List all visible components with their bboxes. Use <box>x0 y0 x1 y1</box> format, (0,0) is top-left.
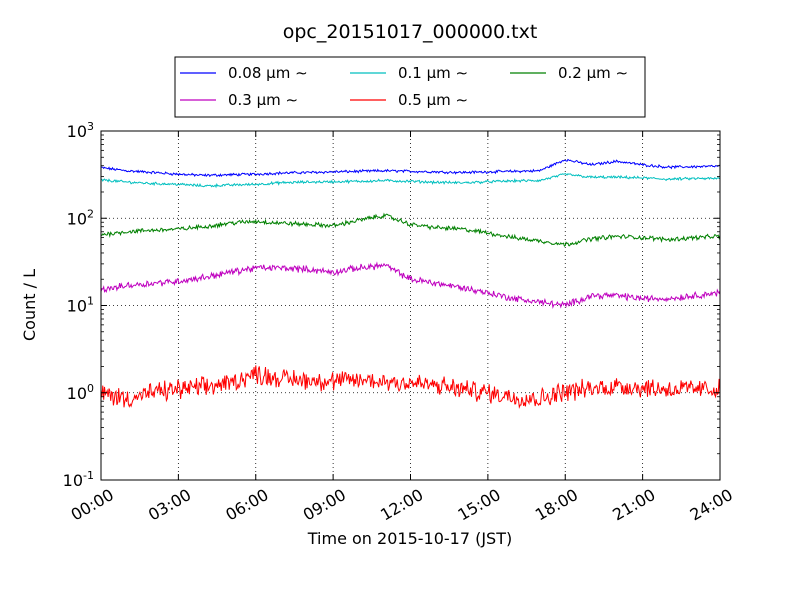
x-tick-label: 21:00 <box>609 485 658 525</box>
legend-label-0: 0.08 μm ∼ <box>228 64 308 82</box>
legend: 0.08 μm ∼ 0.1 μm ∼ 0.2 μm ∼ 0.3 μm ∼ 0.5 μm … <box>174 56 646 118</box>
x-tick-label: 24:00 <box>687 485 736 525</box>
y-tick-label: 100 <box>67 382 94 403</box>
series-line-3 <box>101 261 720 310</box>
legend-label-4: 0.5 μm ∼ <box>398 91 468 109</box>
legend-label-2: 0.2 μm ∼ <box>558 64 628 82</box>
x-tick-label: 06:00 <box>222 485 271 525</box>
series-line-4 <box>101 365 720 410</box>
x-tick-label: 12:00 <box>377 485 426 525</box>
y-tick-label: 103 <box>67 120 94 141</box>
y-tick-label: 101 <box>67 295 94 316</box>
x-tick-label: 09:00 <box>300 485 349 525</box>
y-tick-label: 102 <box>67 207 94 228</box>
grid <box>101 131 720 480</box>
x-axis-label: Time on 2015-10-17 (JST) <box>307 529 512 548</box>
legend-label-1: 0.1 μm ∼ <box>398 64 468 82</box>
series-lines <box>101 158 720 410</box>
chart-title: opc_20151017_000000.txt <box>283 21 538 43</box>
x-tick-labels: 00:00 03:00 06:00 09:00 12:00 15:00 18:00 21:00… <box>68 485 736 525</box>
series-line-0 <box>101 158 720 178</box>
y-tick-labels: 10-1 100 101 102 103 <box>63 120 94 490</box>
y-tick-label: 10-1 <box>63 469 94 490</box>
x-tick-label: 18:00 <box>532 485 581 525</box>
y-axis-label: Count / L <box>20 269 39 341</box>
x-tick-label: 03:00 <box>145 485 194 525</box>
legend-box <box>174 56 646 118</box>
x-tick-label: 15:00 <box>454 485 503 525</box>
x-tick-label: 00:00 <box>68 485 117 525</box>
series-line-2 <box>101 212 720 247</box>
series-line-1 <box>101 173 720 189</box>
axis-ticks <box>100 130 721 481</box>
legend-label-3: 0.3 μm ∼ <box>228 91 298 109</box>
